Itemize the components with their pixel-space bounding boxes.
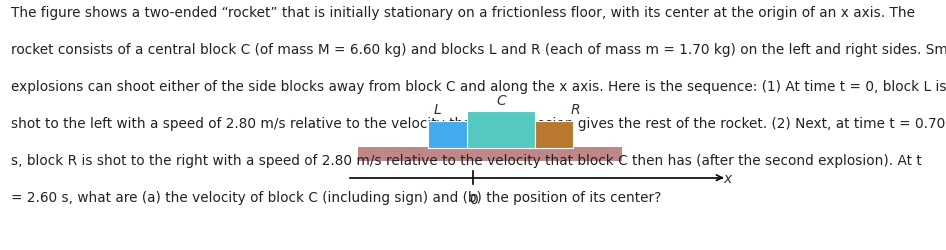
Text: R: R <box>570 102 580 116</box>
Text: shot to the left with a speed of 2.80 m/s relative to the velocity that the expl: shot to the left with a speed of 2.80 m/… <box>11 116 946 130</box>
Bar <box>535 122 573 148</box>
Text: rocket consists of a central block C (of mass M = 6.60 kg) and blocks L and R (e: rocket consists of a central block C (of… <box>11 42 946 56</box>
Bar <box>467 112 535 148</box>
Text: The figure shows a two-ended “rocket” that is initially stationary on a friction: The figure shows a two-ended “rocket” th… <box>11 6 916 20</box>
Text: x: x <box>724 171 732 185</box>
Bar <box>358 148 622 161</box>
Text: s, block R is shot to the right with a speed of 2.80 m/s relative to the velocit: s, block R is shot to the right with a s… <box>11 154 922 168</box>
Text: C: C <box>497 94 506 108</box>
Text: 0: 0 <box>468 192 478 206</box>
Text: L: L <box>434 102 442 116</box>
Text: = 2.60 s, what are (a) the velocity of block C (including sign) and (b) the posi: = 2.60 s, what are (a) the velocity of b… <box>11 190 661 204</box>
Text: explosions can shoot either of the side blocks away from block C and along the x: explosions can shoot either of the side … <box>11 80 946 94</box>
Bar <box>428 122 467 148</box>
